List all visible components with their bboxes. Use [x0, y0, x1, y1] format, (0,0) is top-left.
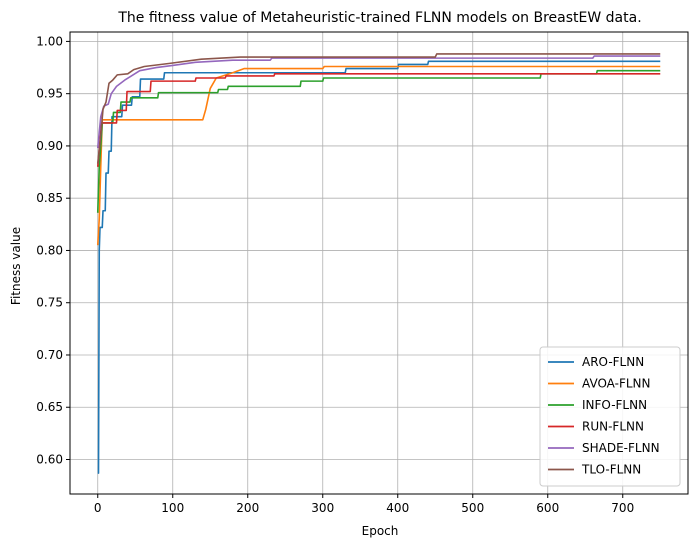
y-axis-label: Fitness value: [9, 227, 23, 305]
plot-frame: [69, 31, 689, 495]
y-tick-label: 0.80: [36, 243, 63, 257]
y-tick-label: 0.65: [36, 400, 63, 414]
x-tick-label: 400: [386, 501, 409, 515]
x-tick-label: 100: [161, 501, 184, 515]
legend-box: [539, 346, 681, 487]
y-tick-label: 0.60: [36, 453, 63, 467]
x-tick-label: 500: [461, 501, 484, 515]
x-tick-label: 700: [611, 501, 634, 515]
chart-title: The fitness value of Metaheuristic-train…: [117, 10, 641, 26]
y-tick-label: 0.70: [36, 348, 63, 362]
y-tick-label: 1.00: [36, 34, 63, 48]
y-tick-label: 0.95: [36, 87, 63, 101]
y-tick-label: 0.75: [36, 296, 63, 310]
series-line-aro-flnn: [97, 60, 661, 474]
y-axis: 0.60 0.65 0.70 0.75 0.80 0.85 0.90 0.95 1.00: [36, 34, 70, 467]
legend-label: RUN-FLNN: [582, 420, 644, 434]
legend-label: ARO-FLNN: [582, 355, 644, 369]
x-tick-label: 600: [536, 501, 559, 515]
x-tick-label: 300: [311, 501, 334, 515]
x-axis-label: Epoch: [362, 524, 399, 538]
series-line-run-flnn: [96, 73, 661, 167]
legend: ARO-FLNN AVOA-FLNN INFO-FLNN RUN-FLNN SHADE-…: [539, 346, 681, 487]
series-layer: [96, 53, 661, 474]
legend-label: TLO-FLNN: [581, 463, 641, 477]
legend-label: AVOA-FLNN: [582, 377, 651, 391]
x-tick-label: 0: [94, 501, 102, 515]
legend-label: INFO-FLNN: [582, 398, 647, 412]
series-line-tlo-flnn: [96, 53, 661, 164]
y-tick-label: 0.90: [36, 139, 63, 153]
x-axis: 0 100 200 300 400 500 600 700: [94, 494, 634, 515]
series-line-avoa-flnn: [96, 65, 661, 246]
x-tick-label: 200: [236, 501, 259, 515]
y-tick-label: 0.85: [36, 191, 63, 205]
legend-label: SHADE-FLNN: [582, 441, 660, 455]
